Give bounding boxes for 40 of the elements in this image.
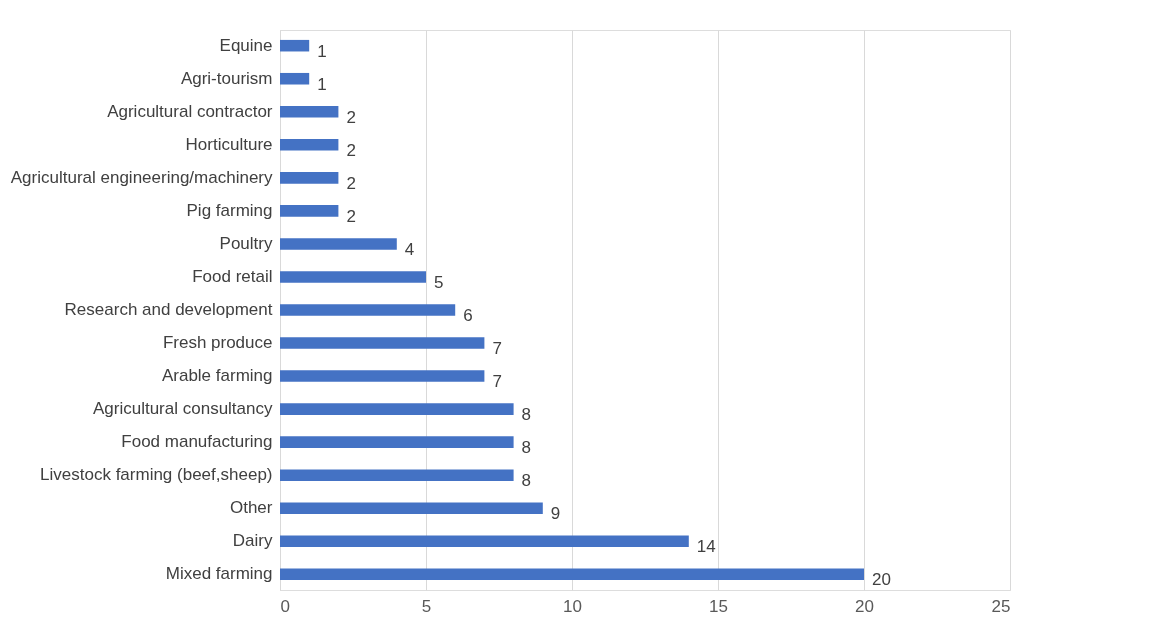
y-tick-label: Livestock farming (beef,sheep) xyxy=(40,465,273,485)
y-tick-label: Food manufacturing xyxy=(121,432,273,452)
y-tick-label: Food retail xyxy=(192,266,273,286)
data-label: 8 xyxy=(521,438,532,458)
x-tick-label: 0 xyxy=(280,596,290,616)
y-tick-label: Equine xyxy=(219,35,273,55)
data-label: 2 xyxy=(346,107,356,127)
y-tick-label: Agricultural engineering/machinery xyxy=(10,167,273,187)
data-label: 2 xyxy=(346,173,356,193)
y-tick-label: Dairy xyxy=(232,531,273,551)
data-label: 9 xyxy=(550,504,561,524)
data-label: 1 xyxy=(317,41,327,61)
data-label: 2 xyxy=(346,206,356,226)
y-tick-label: Agri-tourism xyxy=(180,68,273,88)
x-tick-label: 15 xyxy=(709,596,728,616)
y-tick-label: Agricultural consultancy xyxy=(92,399,273,419)
x-tick-label: 25 xyxy=(991,596,1011,616)
y-tick-label: Poultry xyxy=(219,233,273,253)
y-tick-label: Fresh produce xyxy=(162,333,273,353)
y-tick-label: Research and development xyxy=(64,300,273,319)
y-tick-label: Horticulture xyxy=(185,134,273,154)
data-label: 20 xyxy=(872,570,891,590)
x-tick-label: 5 xyxy=(421,596,432,616)
data-label: 5 xyxy=(434,272,444,292)
y-tick-label: Pig farming xyxy=(186,200,273,220)
y-tick-label: Agricultural contractor xyxy=(107,101,273,121)
data-label: 14 xyxy=(696,537,716,557)
data-label: 2 xyxy=(346,140,356,160)
y-tick-label: Mixed farming xyxy=(165,564,273,584)
data-label: 1 xyxy=(317,74,327,94)
x-tick-label: 10 xyxy=(563,596,582,616)
y-tick-label: Other xyxy=(229,498,273,518)
data-label: 8 xyxy=(521,405,532,425)
data-label: 4 xyxy=(404,239,415,259)
data-label: 7 xyxy=(492,339,502,359)
x-tick-label: 20 xyxy=(855,596,874,616)
y-tick-label: Arable farming xyxy=(161,366,273,386)
data-label: 7 xyxy=(492,372,502,392)
data-label: 8 xyxy=(521,471,532,491)
data-label: 6 xyxy=(463,306,473,325)
